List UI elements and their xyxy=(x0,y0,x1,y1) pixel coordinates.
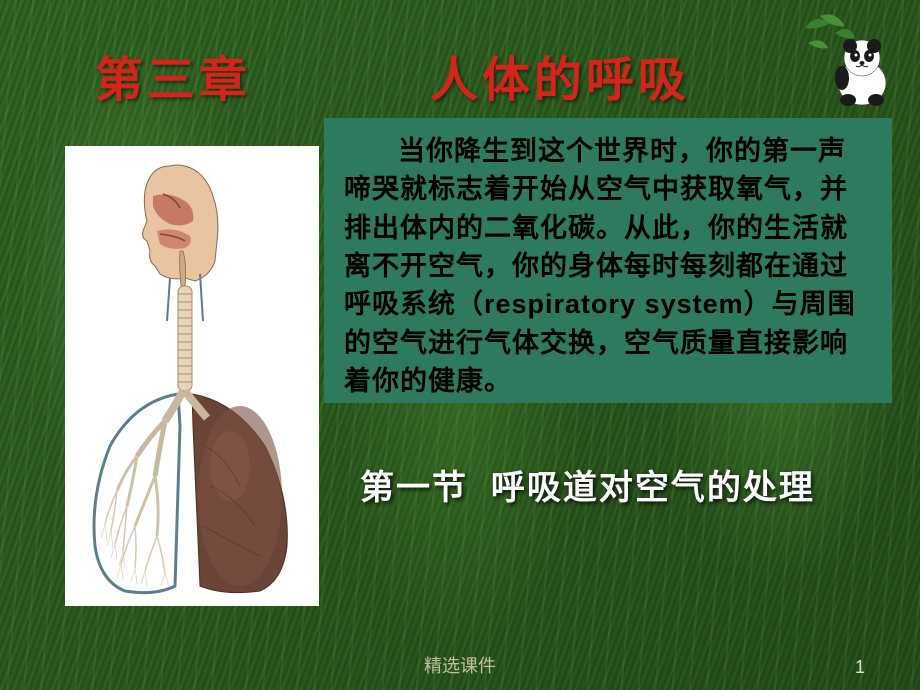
intro-paragraph: 当你降生到这个世界时，你的第一声啼哭就标志着开始从空气中获取氧气，并排出体内的二… xyxy=(344,132,872,400)
chapter-label: 第三章 xyxy=(95,40,251,110)
section-number: 第一节 xyxy=(360,469,468,507)
page-number: 1 xyxy=(855,657,865,678)
intro-text-box: 当你降生到这个世界时，你的第一声啼哭就标志着开始从空气中获取氧气，并排出体内的二… xyxy=(324,118,892,403)
panda-decoration xyxy=(800,8,900,108)
footer-label: 精选课件 xyxy=(424,652,496,678)
main-title: 人体的呼吸 xyxy=(430,40,690,110)
section-name: 呼吸道对空气的处理 xyxy=(491,469,815,507)
section-title: 第一节 呼吸道对空气的处理 xyxy=(360,460,815,509)
respiratory-anatomy-image xyxy=(65,146,319,606)
